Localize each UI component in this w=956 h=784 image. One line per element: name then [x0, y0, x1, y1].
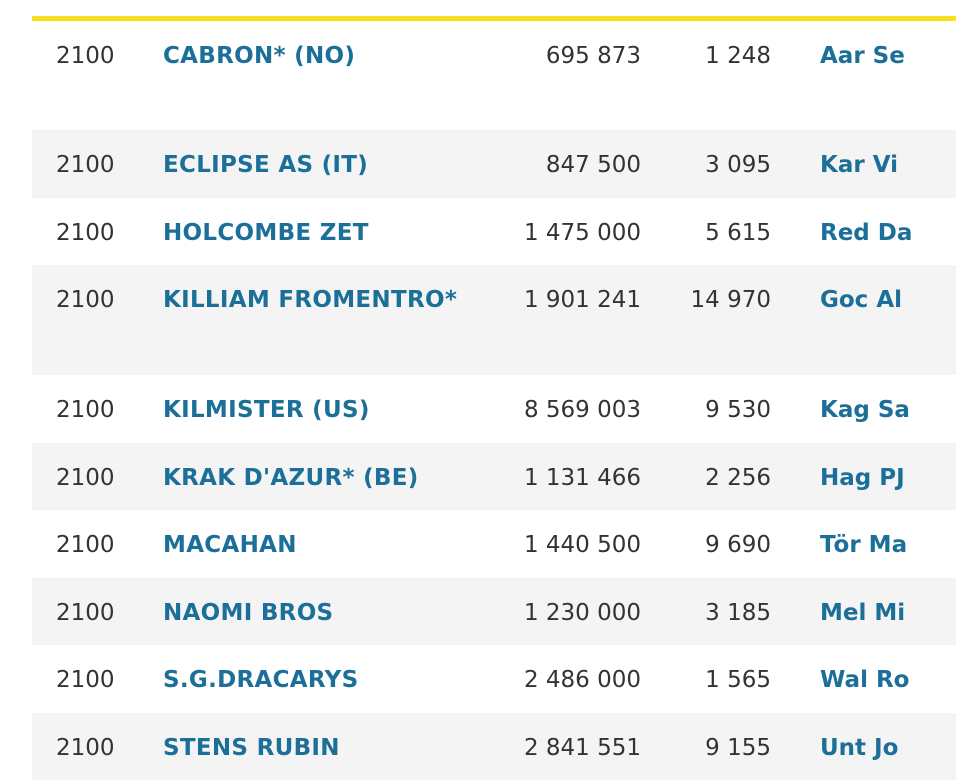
- row-name[interactable]: STENS RUBIN: [163, 734, 340, 761]
- row-code: 2100: [56, 464, 115, 491]
- row-count: 9 690: [705, 532, 771, 558]
- row-owner[interactable]: Unt Jo: [820, 734, 899, 761]
- row-owner[interactable]: Red Da: [820, 220, 913, 246]
- row-owner[interactable]: Aar Se: [820, 43, 905, 69]
- row-amount: 1 131 466: [523, 464, 641, 491]
- table-row: 2100 ECLIPSE AS (IT) 847 500 3 095 Kar Vi: [32, 130, 956, 198]
- row-name[interactable]: NAOMI BROS: [163, 599, 334, 626]
- row-code: 2100: [56, 734, 115, 761]
- row-code: 2100: [56, 287, 115, 313]
- row-count: 1 565: [705, 667, 771, 693]
- row-code: 2100: [56, 152, 115, 178]
- row-code: 2100: [56, 397, 115, 423]
- row-name[interactable]: KILMISTER (US): [163, 397, 370, 423]
- row-owner[interactable]: Mel Mi: [820, 599, 906, 626]
- row-owner[interactable]: Tör Ma: [820, 532, 908, 558]
- table-row: 2100 NAOMI BROS 1 230 000 3 185 Mel Mi: [32, 577, 956, 645]
- table-row: 2100 KILLIAM FROMENTRO* 1 901 241 14 970 Goc…: [32, 265, 956, 375]
- row-amount: 1 440 500: [523, 532, 641, 558]
- row-name[interactable]: HOLCOMBE ZET: [163, 220, 369, 246]
- row-count: 5 615: [705, 220, 771, 246]
- table-row: 2100 CABRON* (NO) 695 873 1 248 Aar Se: [32, 21, 956, 130]
- row-count: 3 185: [705, 599, 771, 626]
- row-name[interactable]: KILLIAM FROMENTRO*: [163, 287, 458, 313]
- accent-bar: [32, 16, 956, 21]
- row-code: 2100: [56, 667, 115, 693]
- row-amount: 8 569 003: [523, 397, 641, 423]
- row-count: 9 530: [705, 397, 771, 423]
- row-count: 9 155: [705, 734, 771, 761]
- row-owner[interactable]: Hag PJ: [820, 464, 905, 491]
- row-count: 14 970: [690, 287, 771, 313]
- row-name[interactable]: S.G.DRACARYS: [163, 667, 359, 693]
- table-row: 2100 KILMISTER (US) 8 569 003 9 530 Kag Sa: [32, 375, 956, 443]
- row-amount: 1 901 241: [523, 287, 641, 313]
- row-owner[interactable]: Goc Al: [820, 287, 903, 313]
- row-amount: 1 475 000: [523, 220, 641, 246]
- row-amount: 847 500: [545, 152, 641, 178]
- row-name[interactable]: MACAHAN: [163, 532, 297, 558]
- row-count: 3 095: [705, 152, 771, 178]
- row-code: 2100: [56, 43, 115, 69]
- row-name[interactable]: KRAK D'AZUR* (BE): [163, 464, 419, 491]
- table-row: 2100 STENS RUBIN 2 841 551 9 155 Unt Jo: [32, 712, 956, 780]
- row-code: 2100: [56, 220, 115, 246]
- table-row: 2100 HOLCOMBE ZET 1 475 000 5 615 Red Da: [32, 198, 956, 265]
- row-count: 2 256: [705, 464, 771, 491]
- row-amount: 2 841 551: [523, 734, 641, 761]
- table-row: 2100 KRAK D'AZUR* (BE) 1 131 466 2 256 Hag P…: [32, 442, 956, 510]
- table-row: 2100 S.G.DRACARYS 2 486 000 1 565 Wal Ro: [32, 645, 956, 713]
- row-name[interactable]: ECLIPSE AS (IT): [163, 152, 369, 178]
- row-amount: 1 230 000: [523, 599, 641, 626]
- row-owner[interactable]: Kar Vi: [820, 152, 898, 178]
- row-code: 2100: [56, 599, 115, 626]
- row-count: 1 248: [705, 43, 771, 69]
- row-owner[interactable]: Kag Sa: [820, 397, 910, 423]
- row-code: 2100: [56, 532, 115, 558]
- row-amount: 2 486 000: [523, 667, 641, 693]
- table-row: 2100 MACAHAN 1 440 500 9 690 Tör Ma: [32, 510, 956, 578]
- row-amount: 695 873: [545, 43, 641, 69]
- row-name[interactable]: CABRON* (NO): [163, 43, 356, 69]
- row-owner[interactable]: Wal Ro: [820, 667, 910, 693]
